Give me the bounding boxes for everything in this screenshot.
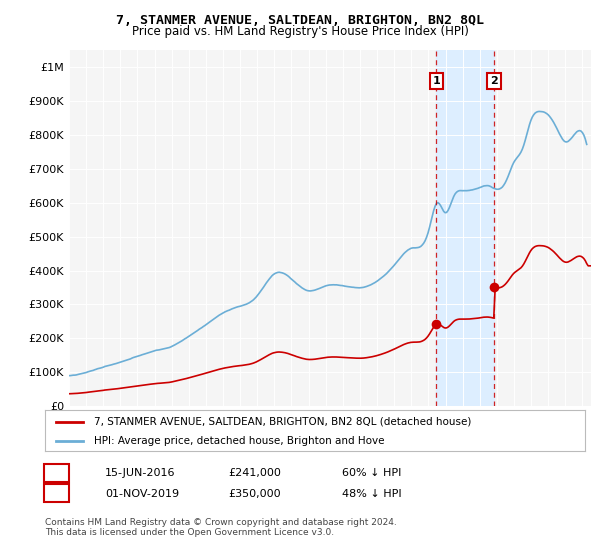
Text: 48% ↓ HPI: 48% ↓ HPI	[342, 489, 401, 499]
Text: 7, STANMER AVENUE, SALTDEAN, BRIGHTON, BN2 8QL (detached house): 7, STANMER AVENUE, SALTDEAN, BRIGHTON, B…	[94, 417, 471, 427]
Text: 1: 1	[433, 76, 440, 86]
Text: 60% ↓ HPI: 60% ↓ HPI	[342, 468, 401, 478]
Text: £241,000: £241,000	[228, 468, 281, 478]
Text: 7, STANMER AVENUE, SALTDEAN, BRIGHTON, BN2 8QL: 7, STANMER AVENUE, SALTDEAN, BRIGHTON, B…	[116, 14, 484, 27]
Text: 2: 2	[490, 76, 498, 86]
Text: Contains HM Land Registry data © Crown copyright and database right 2024.
This d: Contains HM Land Registry data © Crown c…	[45, 518, 397, 538]
Bar	[436, 50, 494, 406]
Text: £350,000: £350,000	[228, 489, 281, 499]
Text: 1: 1	[53, 468, 60, 478]
Text: 01-NOV-2019: 01-NOV-2019	[105, 489, 179, 499]
Text: HPI: Average price, detached house, Brighton and Hove: HPI: Average price, detached house, Brig…	[94, 436, 384, 446]
Text: 2: 2	[53, 489, 60, 499]
Text: 15-JUN-2016: 15-JUN-2016	[105, 468, 176, 478]
Text: Price paid vs. HM Land Registry's House Price Index (HPI): Price paid vs. HM Land Registry's House …	[131, 25, 469, 38]
